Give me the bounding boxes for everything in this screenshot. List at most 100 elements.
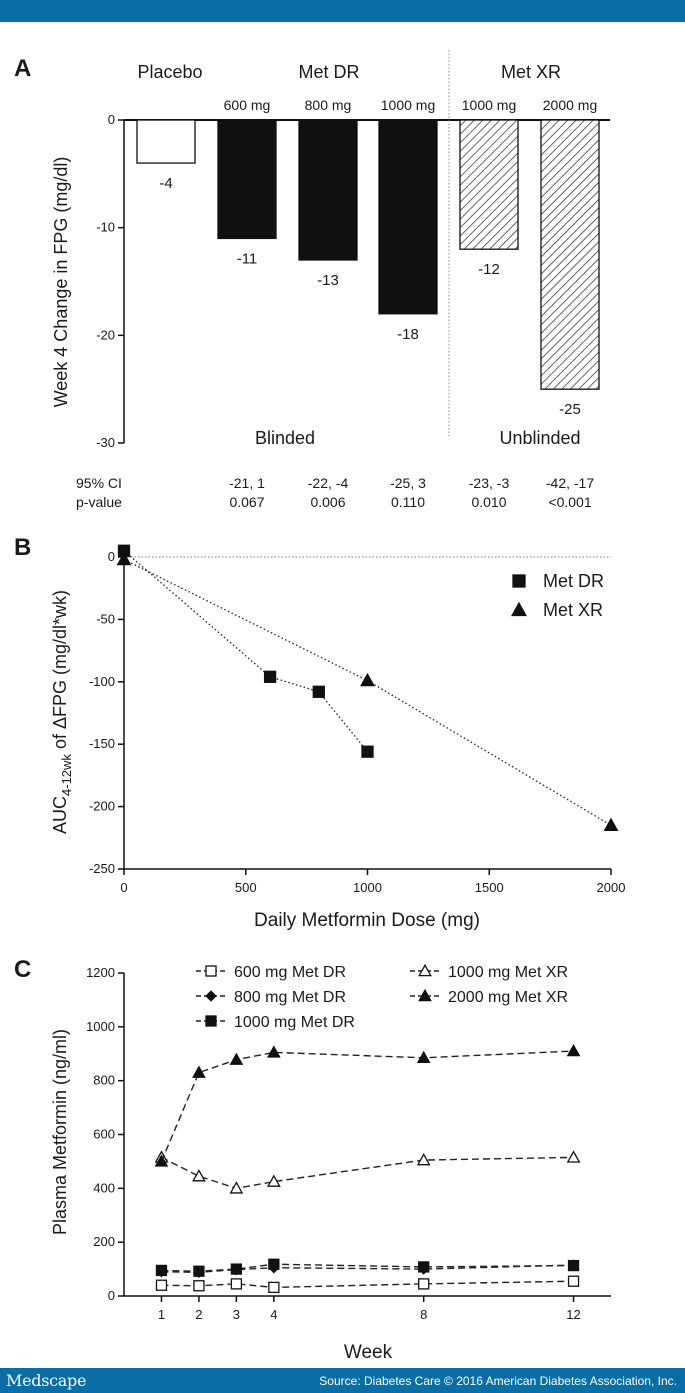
a-group-label: Met XR: [501, 62, 561, 82]
a-ci-value: -22, -4: [308, 475, 349, 491]
c-data-point: [266, 1174, 281, 1187]
a-group-sublabel: Blinded: [255, 428, 315, 448]
c-y-tick-label: 0: [108, 1288, 115, 1303]
b-data-point: [312, 685, 325, 698]
b-x-tick-label: 2000: [597, 880, 626, 895]
c-x-tick-label: 12: [566, 1307, 580, 1322]
c-data-point: [155, 1279, 168, 1291]
b-y-tick-label: -200: [89, 799, 115, 814]
b-data-point: [360, 672, 375, 687]
a-bar: [540, 119, 600, 390]
b-legend-label: Met XR: [543, 600, 603, 620]
panel-letter-c: C: [14, 956, 31, 983]
c-legend-marker: [418, 963, 432, 977]
a-bar: [459, 119, 519, 250]
top-banner: [0, 0, 685, 22]
medscape-logo[interactable]: Medscape: [6, 1371, 87, 1390]
c-data-point: [268, 1281, 280, 1294]
b-data-point: [603, 817, 619, 832]
a-bar: [136, 119, 196, 164]
c-y-tick-label: 200: [93, 1234, 115, 1249]
c-y-axis-title: Plasma Metformin (ng/ml): [50, 1029, 70, 1235]
b-y-tick-label: -150: [89, 736, 115, 751]
c-data-point: [193, 1265, 205, 1277]
c-data-point: [192, 1169, 206, 1182]
b-legend-marker: [512, 574, 526, 588]
b-y-tick-label: 0: [108, 549, 115, 564]
panel-a-bar-chart: 0 -10 -20 -30 Week 4 Change in FPG (mg/dl) Pl…: [51, 50, 610, 510]
c-legend-label: 600 mg Met DR: [234, 964, 346, 981]
a-bar-value-label: -11: [237, 250, 258, 267]
a-ci-value: -21, 1: [229, 475, 265, 491]
c-y-tick-label: 1000: [86, 1019, 115, 1034]
a-bar-value-label: -12: [478, 261, 500, 278]
c-legend-label: 1000 mg Met XR: [448, 964, 568, 981]
c-legend-label: 2000 mg Met XR: [448, 989, 568, 1006]
a-p-value: 0.067: [229, 494, 264, 510]
a-ci-value: -25, 3: [390, 475, 426, 491]
c-x-axis-title: Week: [344, 1342, 393, 1363]
panel-letter-b: B: [14, 534, 31, 561]
c-data-point: [418, 1261, 430, 1273]
c-y-tick-label: 800: [93, 1073, 115, 1088]
b-x-tick-label: 500: [235, 880, 257, 895]
c-legend-marker: [205, 990, 217, 1002]
c-legend-marker: [418, 988, 432, 1002]
c-series-line: [161, 1280, 574, 1289]
c-data-point: [155, 1264, 168, 1277]
a-bar: [298, 119, 358, 261]
c-data-point: [192, 1065, 206, 1078]
c-data-point: [567, 1275, 580, 1287]
a-ci-row-label: 95% CI: [76, 475, 122, 491]
a-y-tick-label: -20: [96, 327, 115, 342]
a-bar-value-label: -13: [317, 272, 339, 289]
b-series-line: [123, 558, 612, 826]
c-y-tick-label: 400: [93, 1180, 115, 1195]
a-category-label: 2000 mg: [543, 97, 597, 113]
c-data-point: [266, 1045, 281, 1058]
a-ci-value: -42, -17: [546, 475, 594, 491]
panel-b-scatter-chart: 0 -50 -100 -150 -200 -250 0 500 1000 1500 2000 Dail…: [50, 544, 626, 931]
a-p-row-label: p-value: [76, 494, 122, 510]
source-credit: Source: Diabetes Care © 2016 American Di…: [319, 1374, 677, 1388]
c-x-tick-label: 4: [270, 1307, 277, 1322]
c-legend-marker: [205, 1015, 217, 1027]
c-series-line: [161, 1263, 574, 1272]
a-category-label: 1000 mg: [381, 97, 435, 113]
a-category-label: 800 mg: [305, 97, 352, 113]
b-legend-label: Met DR: [543, 571, 604, 591]
c-data-point: [566, 1150, 581, 1163]
a-group-label: Placebo: [137, 62, 202, 82]
b-x-tick-label: 1000: [353, 880, 382, 895]
c-series-line: [161, 1156, 574, 1190]
c-data-point: [416, 1050, 431, 1064]
c-data-point: [229, 1052, 244, 1065]
a-bar: [378, 119, 438, 315]
c-data-point: [229, 1181, 244, 1194]
b-data-point: [116, 551, 132, 566]
a-bar-value-label: -18: [397, 326, 419, 343]
b-y-tick-label: -250: [89, 861, 115, 876]
c-data-point: [154, 1154, 169, 1167]
a-group-label: Met DR: [298, 62, 359, 82]
footer-bar: Medscape Source: Diabetes Care © 2016 Am…: [0, 1368, 685, 1393]
c-y-tick-label: 1200: [86, 965, 115, 980]
c-legend-label: 800 mg Met DR: [234, 989, 346, 1006]
a-p-value: 0.006: [310, 494, 345, 510]
b-series-line: [123, 550, 369, 753]
a-y-tick-label: -10: [96, 220, 115, 235]
c-legend-marker: [205, 965, 217, 977]
b-y-tick-label: -50: [96, 611, 115, 626]
c-data-point: [193, 1280, 205, 1292]
a-y-axis-title: Week 4 Change in FPG (mg/dl): [51, 157, 71, 408]
a-p-value: 0.010: [471, 494, 506, 510]
c-series-line: [161, 1264, 574, 1274]
c-x-tick-label: 8: [420, 1307, 427, 1322]
a-category-label: 600 mg: [224, 97, 271, 113]
b-y-tick-label: -100: [89, 674, 115, 689]
c-x-tick-label: 2: [195, 1307, 202, 1322]
b-data-point: [263, 670, 277, 683]
c-data-point: [418, 1278, 430, 1290]
